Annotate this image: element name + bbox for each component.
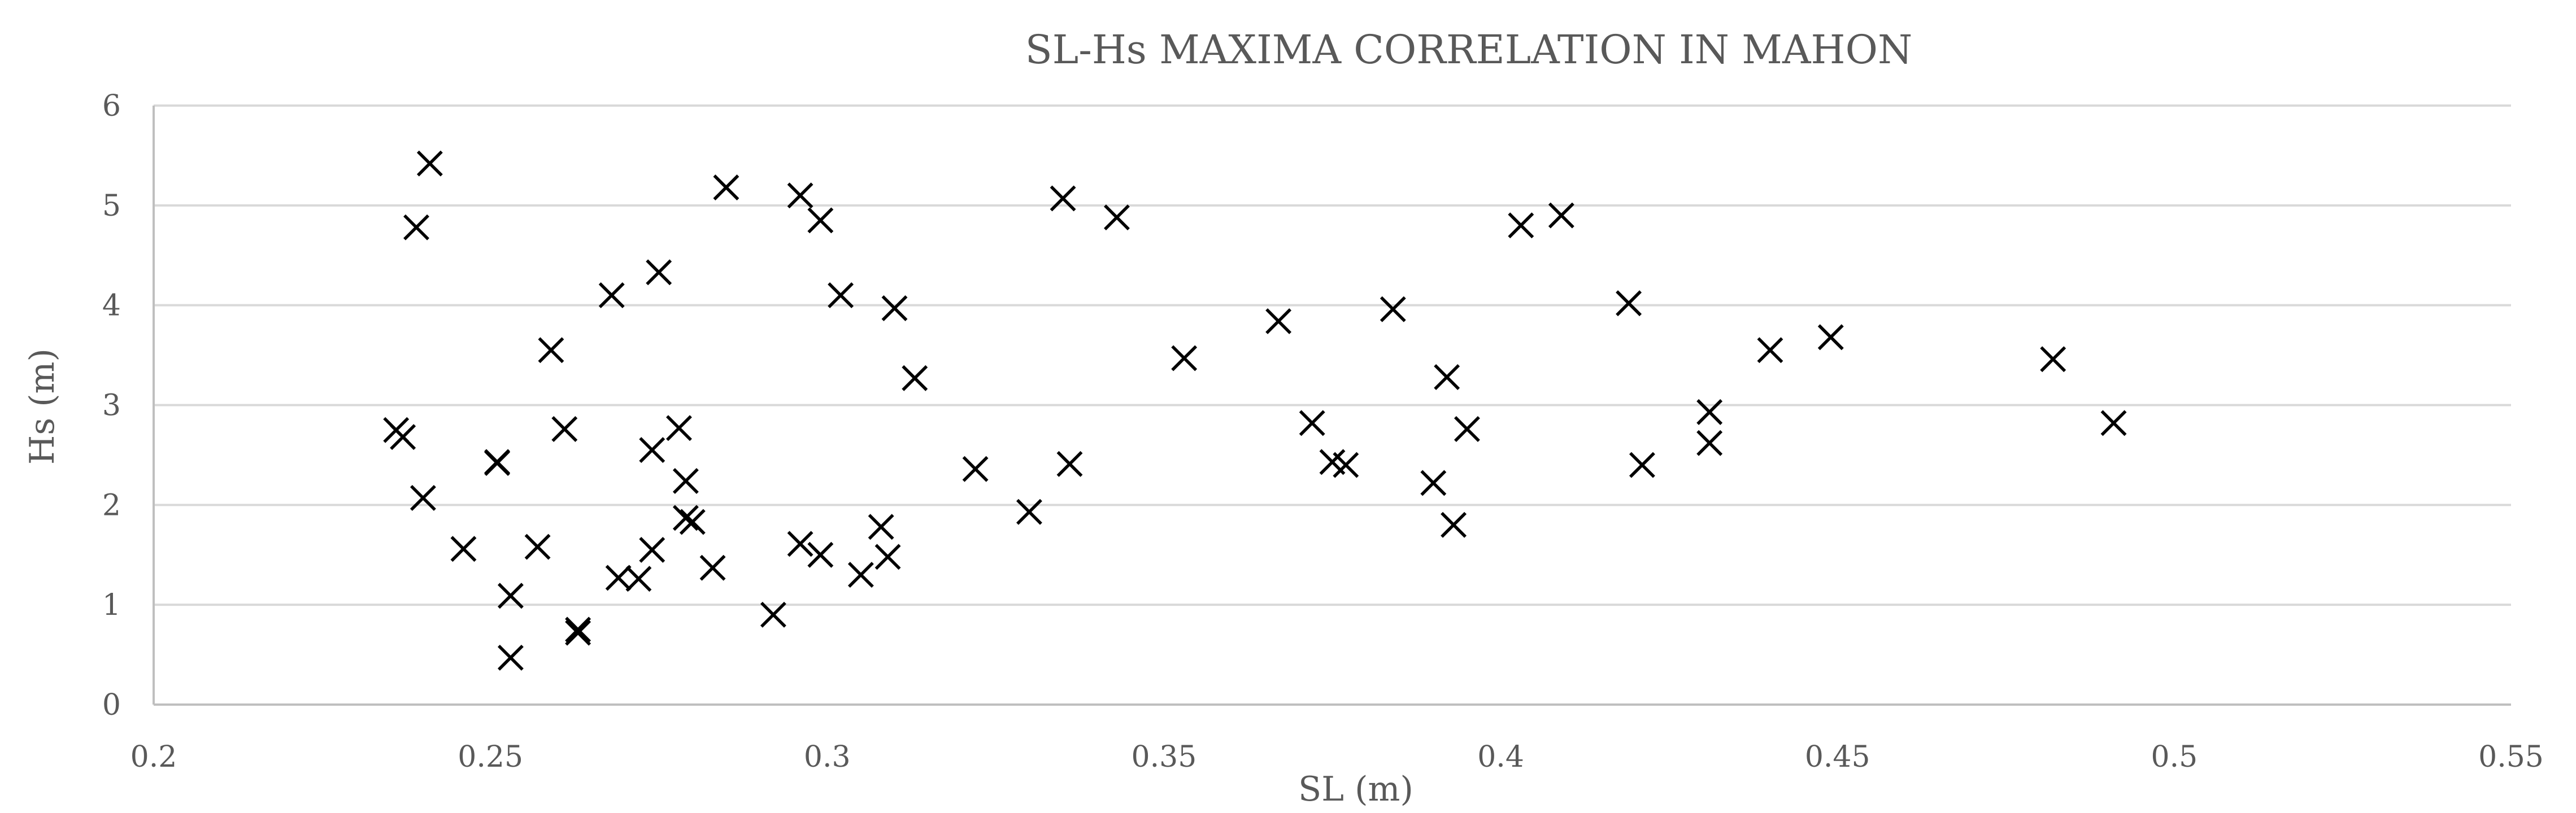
x-axis-label: SL (m) — [1298, 770, 1413, 809]
data-point — [551, 416, 578, 442]
data-point — [868, 514, 894, 540]
data-point — [787, 531, 813, 557]
data-point — [497, 583, 524, 609]
x-tick-label: 0.45 — [1805, 740, 1870, 774]
data-point — [598, 282, 625, 308]
y-tick-label: 4 — [102, 289, 121, 323]
data-point — [1629, 452, 1655, 478]
data-point — [713, 174, 739, 200]
y-tick-label: 6 — [102, 89, 121, 123]
data-point — [962, 456, 989, 482]
data-point — [1420, 470, 1447, 496]
tick-labels: 0 1 2 3 4 5 6 0.2 0.25 0.3 0.35 0.4 0.45 0.5 0.55 — [102, 89, 2544, 774]
data-point — [639, 437, 665, 464]
data-point — [874, 544, 901, 570]
data-point — [1757, 337, 1783, 364]
data-point — [2040, 346, 2066, 373]
data-point — [1696, 430, 1723, 456]
axes — [153, 106, 2511, 706]
data-point — [1454, 416, 1480, 442]
x-tick-label: 0.55 — [2478, 740, 2544, 774]
data-point — [679, 509, 706, 535]
y-tick-label: 3 — [102, 389, 121, 423]
x-tick-label: 0.25 — [458, 740, 523, 774]
data-points — [383, 150, 2127, 671]
data-point — [538, 337, 564, 364]
data-point — [666, 415, 692, 442]
data-point — [605, 565, 632, 591]
data-point — [847, 562, 874, 588]
data-point — [625, 566, 652, 592]
data-point — [807, 207, 834, 234]
data-point — [565, 619, 591, 646]
data-point — [760, 601, 786, 628]
chart-title: SL-Hs MAXIMA CORRELATION IN MAHON — [1025, 27, 1912, 73]
data-point — [403, 214, 429, 241]
x-tick-label: 0.4 — [1477, 740, 1524, 774]
data-point — [497, 644, 524, 671]
data-point — [807, 541, 834, 568]
data-point — [1056, 451, 1083, 477]
data-point — [646, 259, 672, 286]
data-point — [1333, 452, 1359, 478]
y-tick-label: 2 — [102, 488, 121, 522]
data-point — [410, 485, 436, 511]
data-point — [672, 505, 699, 531]
data-point — [484, 450, 511, 477]
data-point — [1171, 345, 1198, 371]
data-point — [1265, 308, 1292, 334]
data-point — [450, 536, 477, 562]
x-tick-label: 0.5 — [2151, 740, 2198, 774]
data-point — [1817, 324, 1844, 351]
data-point — [1548, 202, 1574, 229]
data-point — [1616, 290, 1642, 317]
data-point — [699, 554, 726, 581]
y-tick-label: 5 — [102, 189, 121, 223]
data-point — [524, 534, 551, 560]
data-point — [672, 467, 699, 494]
data-point — [1441, 512, 1467, 538]
data-point — [565, 617, 591, 643]
data-point — [881, 295, 908, 321]
data-point — [1380, 296, 1406, 322]
data-point — [2100, 410, 2127, 436]
y-tick-label: 0 — [102, 688, 121, 722]
data-point — [1434, 364, 1460, 390]
y-axis-label: Hs (m) — [23, 348, 62, 465]
data-point — [828, 282, 854, 308]
data-point — [1104, 204, 1130, 230]
data-point — [1696, 399, 1723, 425]
data-point — [1299, 410, 1325, 436]
data-point — [1016, 499, 1042, 525]
data-point — [1508, 212, 1534, 239]
data-point — [787, 182, 813, 209]
x-tick-label: 0.2 — [130, 740, 177, 774]
x-tick-label: 0.35 — [1132, 740, 1197, 774]
x-tick-label: 0.3 — [804, 740, 851, 774]
data-point — [1050, 185, 1076, 212]
data-point — [416, 150, 443, 177]
gridlines — [154, 104, 2511, 606]
data-point — [902, 365, 928, 391]
data-point — [390, 424, 416, 451]
y-tick-label: 1 — [102, 588, 121, 622]
data-point — [639, 536, 665, 563]
